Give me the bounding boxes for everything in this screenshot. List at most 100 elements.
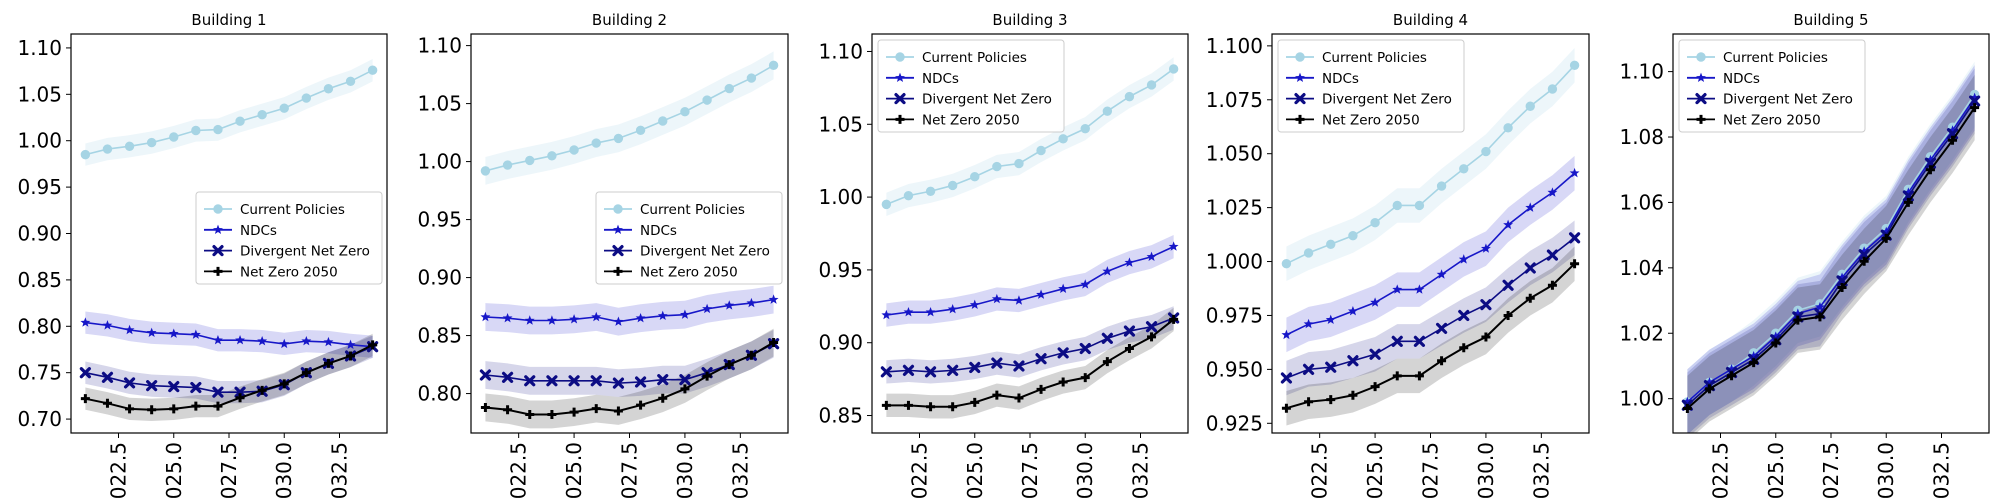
data-point-net-zero-2050 xyxy=(1080,373,1090,383)
legend-label-divergent-net-zero: Divergent Net Zero xyxy=(1723,92,1853,108)
data-point-current-policies xyxy=(613,133,624,144)
legend-marker-current-policies xyxy=(895,52,905,62)
data-point-current-policies xyxy=(279,103,289,113)
data-point-ndcs xyxy=(1303,318,1314,329)
data-point-divergent-net-zero xyxy=(146,380,158,392)
legend: Current Policies NDCs Divergent Net Zero Ne… xyxy=(1277,39,1465,133)
data-point-ndcs xyxy=(702,303,713,314)
data-point-divergent-net-zero xyxy=(590,375,602,387)
y-tick-label: 0.90 xyxy=(17,222,62,246)
data-point-current-policies xyxy=(1547,84,1558,94)
data-point-net-zero-2050 xyxy=(1370,382,1380,392)
data-point-current-policies xyxy=(1281,258,1292,269)
legend-box xyxy=(1678,39,1866,133)
data-point-current-policies xyxy=(525,155,535,166)
data-point-divergent-net-zero xyxy=(212,386,224,398)
data-point-net-zero-2050 xyxy=(1058,377,1068,387)
data-point-net-zero-2050 xyxy=(1749,358,1759,368)
data-point-divergent-net-zero xyxy=(1524,262,1536,274)
data-point-ndcs xyxy=(679,309,690,319)
data-point-ndcs xyxy=(1525,202,1536,212)
data-point-divergent-net-zero xyxy=(1347,355,1359,367)
data-point-net-zero-2050 xyxy=(1793,315,1803,325)
data-point-net-zero-2050 xyxy=(213,401,223,411)
data-point-net-zero-2050 xyxy=(1525,293,1535,303)
data-point-ndcs xyxy=(1370,297,1381,307)
data-point-ndcs xyxy=(1503,219,1514,230)
data-point-ndcs xyxy=(1881,226,1892,237)
data-point-current-policies xyxy=(235,116,245,126)
legend-box xyxy=(195,191,383,285)
y-tick-label: 1.00 xyxy=(818,185,863,209)
data-point-ndcs xyxy=(903,306,914,317)
data-point-divergent-net-zero xyxy=(1101,332,1113,344)
legend-label-ndcs: NDCs xyxy=(1723,71,1760,87)
plot-area xyxy=(79,59,379,421)
band-net-zero-2050 xyxy=(485,328,774,429)
data-point-net-zero-2050 xyxy=(279,379,289,389)
data-point-current-policies xyxy=(1102,106,1113,116)
data-point-divergent-net-zero xyxy=(1079,342,1091,355)
data-point-net-zero-2050 xyxy=(1815,312,1825,322)
x-tick-label: 2022.5 xyxy=(908,442,932,500)
y-tick-label: 0.85 xyxy=(17,268,62,292)
data-point-current-policies xyxy=(257,110,267,120)
y-tick-label: 1.10 xyxy=(17,36,62,60)
data-point-current-policies xyxy=(569,145,579,155)
data-point-divergent-net-zero xyxy=(657,374,669,386)
data-point-net-zero-2050 xyxy=(1881,233,1891,243)
data-point-ndcs xyxy=(1080,279,1091,289)
data-point-current-policies xyxy=(881,199,892,210)
data-point-current-policies xyxy=(213,124,223,135)
band-ndcs xyxy=(485,285,774,336)
series-line-net-zero-2050 xyxy=(1686,107,1976,410)
data-point-current-policies xyxy=(102,144,113,154)
y-tick-label: 1.00 xyxy=(17,129,62,153)
data-point-ndcs xyxy=(1569,167,1580,178)
data-point-ndcs xyxy=(591,311,602,322)
x-tick-label: 2027.5 xyxy=(217,442,241,500)
x-tick-label: 2027.5 xyxy=(618,442,642,500)
x-tick-label: 2025.0 xyxy=(1764,442,1788,500)
data-point-current-policies xyxy=(1481,146,1491,157)
data-point-ndcs xyxy=(657,310,668,321)
y-tick-label: 1.02 xyxy=(1619,321,1664,345)
y-tick-label: 0.925 xyxy=(1206,411,1263,435)
data-point-net-zero-2050 xyxy=(257,385,267,395)
data-point-divergent-net-zero xyxy=(1369,348,1381,360)
data-point-divergent-net-zero xyxy=(501,371,514,383)
band-net-zero-2050 xyxy=(85,333,373,421)
data-point-current-policies xyxy=(1525,101,1535,111)
data-point-net-zero-2050 xyxy=(1481,332,1491,342)
data-point-divergent-net-zero xyxy=(1435,322,1448,334)
y-tick-label: 0.95 xyxy=(417,208,462,232)
data-point-ndcs xyxy=(1014,295,1024,305)
plot-area xyxy=(479,51,780,429)
data-point-current-policies xyxy=(547,151,557,161)
legend-marker-current-policies xyxy=(213,204,223,214)
legend-marker-current-policies xyxy=(613,204,623,214)
data-point-net-zero-2050 xyxy=(1147,332,1157,342)
legend-label-net-zero-2050: Net Zero 2050 xyxy=(640,264,738,280)
data-point-divergent-net-zero xyxy=(479,369,492,381)
plot-area xyxy=(1681,61,1981,433)
data-point-divergent-net-zero xyxy=(168,381,180,393)
band-net-zero-2050 xyxy=(1286,246,1575,426)
data-point-net-zero-2050 xyxy=(769,338,779,348)
legend: Current Policies NDCs Divergent Net Zero Ne… xyxy=(1678,39,1866,133)
data-point-divergent-net-zero xyxy=(568,375,580,387)
data-point-ndcs xyxy=(257,335,268,346)
data-point-net-zero-2050 xyxy=(1348,390,1358,400)
data-point-divergent-net-zero xyxy=(1546,249,1559,261)
legend-label-current-policies: Current Policies xyxy=(640,202,745,218)
series-line-ndcs xyxy=(886,245,1174,316)
data-point-divergent-net-zero xyxy=(612,377,625,389)
data-point-current-policies xyxy=(1459,164,1469,174)
data-point-current-policies xyxy=(1080,123,1090,134)
data-point-net-zero-2050 xyxy=(1503,310,1513,320)
x-tick-label: 2032.5 xyxy=(1529,442,1553,500)
x-tick-label: 2032.5 xyxy=(1128,442,1152,500)
y-tick-label: 1.10 xyxy=(417,34,462,58)
data-point-ndcs xyxy=(546,315,557,325)
legend-label-ndcs: NDCs xyxy=(922,71,959,87)
